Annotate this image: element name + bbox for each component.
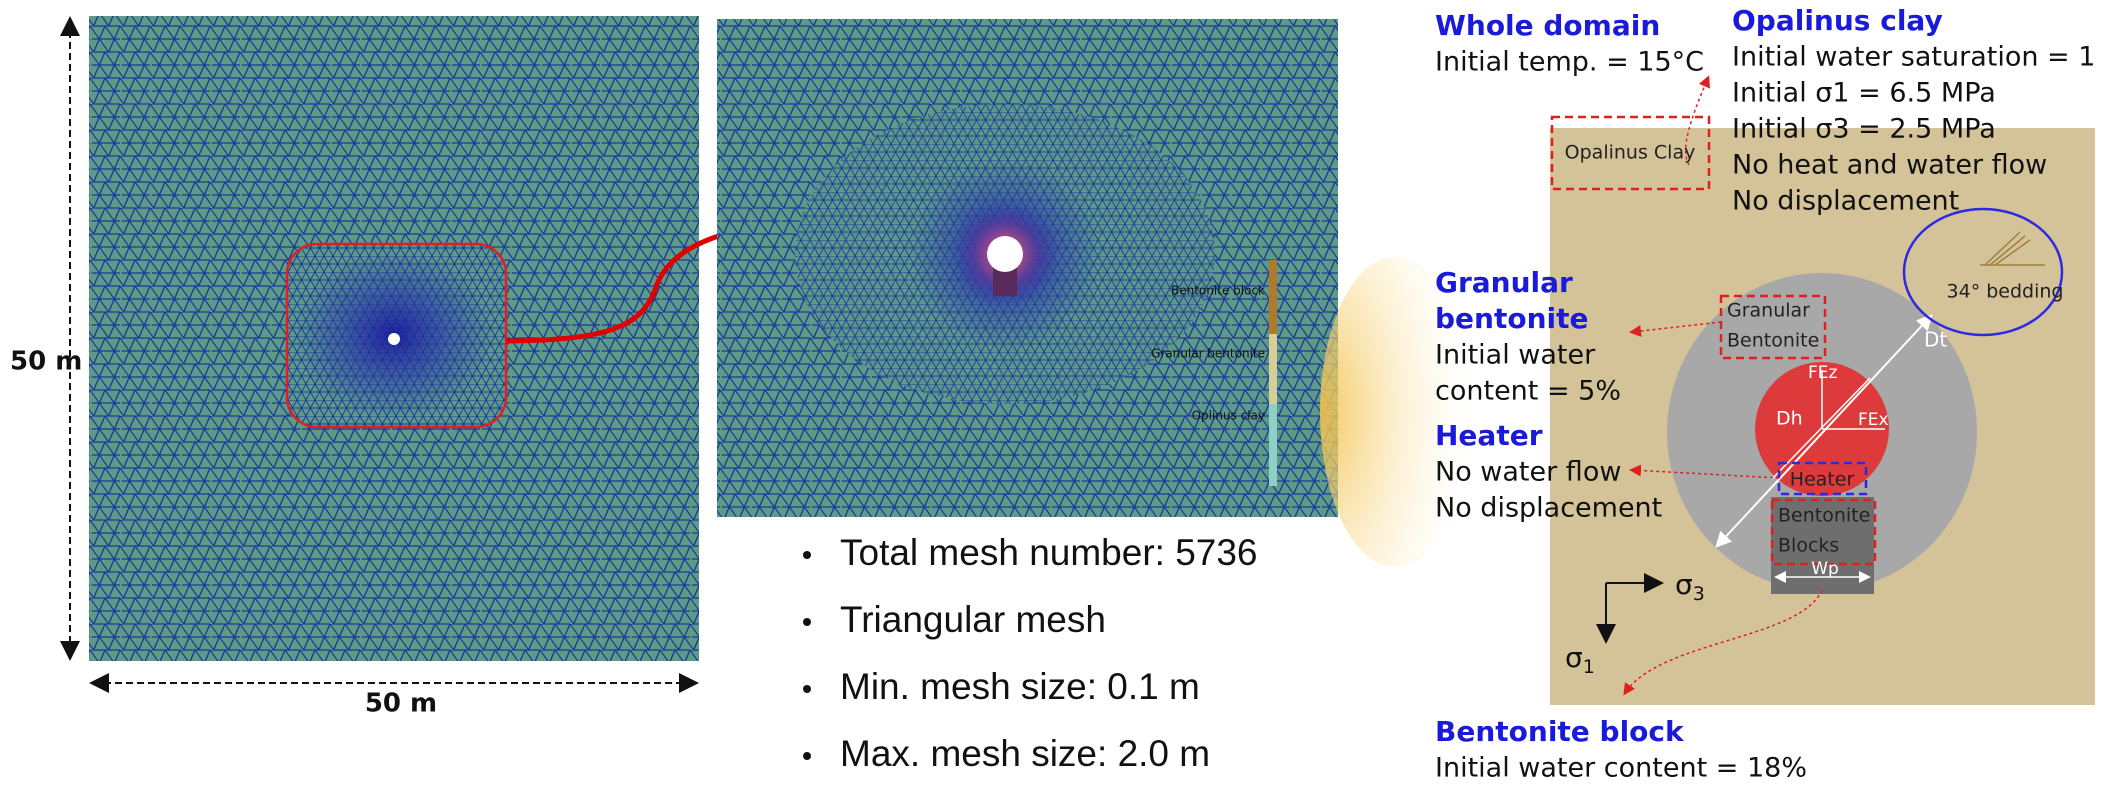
height-label: 50 m [10, 347, 82, 377]
condition-title: Bentonite block [1435, 715, 1685, 748]
condition-line: Initial temp. = 15°C [1435, 47, 1704, 78]
stress-label: σ3 [1675, 568, 1705, 605]
box-label: Heater [1790, 469, 1855, 491]
full-mesh [89, 16, 699, 661]
bullet-dot [803, 551, 811, 559]
dim-label: Dt [1924, 328, 1947, 352]
condition-title: bentonite [1435, 302, 1589, 335]
box-label: Opalinus Clay [1565, 142, 1696, 164]
condition-title: Granular [1435, 266, 1573, 299]
box-label: Granular [1727, 300, 1810, 322]
condition-title: Opalinus clay [1732, 4, 1943, 37]
inset-label: Granular bentonite [1151, 347, 1265, 361]
condition-line: No heat and water flow [1732, 150, 2047, 181]
condition-line: No displacement [1732, 186, 1959, 217]
mesh-info: Total mesh number: 5736 Triangular mesh Mi… [803, 532, 1258, 774]
dim-label: Wp [1811, 559, 1839, 579]
condition-line: Initial σ1 = 6.5 MPa [1732, 78, 1996, 109]
bullet-dot [803, 618, 811, 626]
bullet-text: Triangular mesh [840, 599, 1106, 640]
conditions: Whole domain Initial temp. = 15°C Opalinus… [1435, 4, 2095, 784]
condition-line: No displacement [1435, 493, 1662, 524]
zoom-mesh [717, 19, 1338, 517]
box-label: Bentonite [1727, 330, 1819, 352]
condition-title: Heater [1435, 419, 1543, 452]
index: 3 [1693, 583, 1705, 605]
bullet-text: Max. mesh size: 2.0 m [840, 733, 1210, 774]
condition-line: No water flow [1435, 457, 1621, 488]
condition-line: content = 5% [1435, 376, 1621, 407]
bullet-dot [803, 752, 811, 760]
schematic [1550, 75, 2095, 705]
dim-label: FEz [1808, 363, 1838, 383]
box-label: Bentonite [1778, 505, 1870, 527]
stress-label: σ1 [1565, 641, 1595, 678]
dim-label: FEx [1858, 410, 1889, 430]
index: 1 [1583, 656, 1595, 678]
inset-label: Bentonite block [1171, 284, 1265, 298]
dim-label: Dh [1776, 408, 1803, 430]
condition-line: Initial water [1435, 340, 1596, 371]
condition-line: Initial water content = 18% [1435, 753, 1807, 784]
condition-line: Initial σ3 = 2.5 MPa [1732, 114, 1996, 145]
glow [1320, 257, 1470, 567]
bullet-text: Total mesh number: 5736 [840, 532, 1258, 573]
width-label: 50 m [365, 689, 437, 719]
bullet-dot [803, 685, 811, 693]
box-label: Blocks [1778, 535, 1839, 557]
inset-label: Oplinus clay [1192, 409, 1265, 423]
bullet-text: Min. mesh size: 0.1 m [840, 666, 1200, 707]
condition-line: Initial water saturation = 1 [1732, 42, 2095, 73]
symbol: σ [1675, 568, 1693, 601]
bedding-label: 34° bedding [1947, 281, 2064, 303]
condition-title: Whole domain [1435, 9, 1660, 42]
symbol: σ [1565, 641, 1583, 674]
